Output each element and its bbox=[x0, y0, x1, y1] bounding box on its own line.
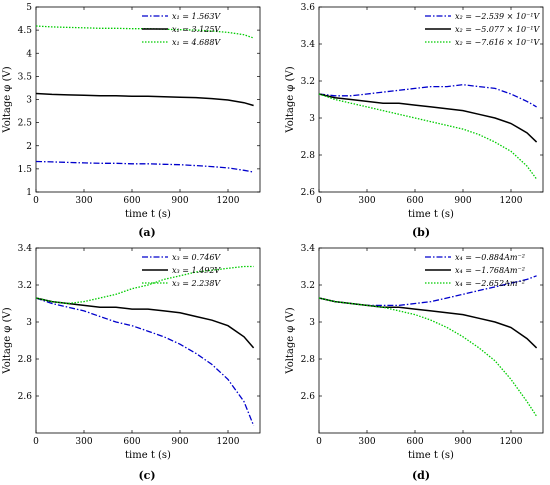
x-tick-label: 900 bbox=[454, 437, 471, 447]
legend-entry: x₁ = 3.125V bbox=[172, 25, 221, 34]
y-tick-label: 3.2 bbox=[301, 281, 315, 291]
legend-entry: x₂ = −5.077 × 10⁻¹V bbox=[455, 25, 541, 34]
series-line-2 bbox=[318, 297, 538, 349]
x-axis-label: time t (s) bbox=[125, 209, 171, 220]
y-tick-label: 1 bbox=[26, 188, 32, 198]
x-tick-label: 900 bbox=[454, 196, 471, 206]
y-axis-label: Voltage φ (V) bbox=[285, 66, 296, 133]
y-tick-label: 2.6 bbox=[301, 392, 316, 402]
x-tick-label: 600 bbox=[123, 196, 140, 206]
x-tick-label: 900 bbox=[171, 196, 188, 206]
x-tick-label: 300 bbox=[358, 196, 375, 206]
x-tick-label: 1200 bbox=[500, 437, 523, 447]
legend-entry: x₂ = −7.616 × 10⁻¹V bbox=[455, 38, 541, 47]
legend-entry: x₃ = 0.746V bbox=[172, 253, 221, 262]
y-tick-label: 3.4 bbox=[301, 40, 316, 50]
x-tick-label: 1200 bbox=[500, 196, 523, 206]
chart-panel-2: 0 300 600 900 1200 2.6 2.8 3 3.2 3.4 3.6 time t (s)… bbox=[285, 3, 544, 239]
x-tick-label: 300 bbox=[75, 196, 92, 206]
chart-panel-3: 0 300 600 900 1200 2.6 2.8 3 3.2 3.4 time t (s) Vol… bbox=[2, 244, 261, 482]
series-line-2 bbox=[35, 92, 254, 107]
x-tick-label: 900 bbox=[171, 437, 188, 447]
plot-frame bbox=[318, 6, 544, 193]
x-tick-label: 300 bbox=[358, 437, 375, 447]
panel-label: (b) bbox=[412, 226, 430, 239]
series-line-2 bbox=[318, 93, 538, 143]
legend-entry: x₁ = 4.688V bbox=[172, 38, 221, 47]
legend-entry: x₄ = −1.768Am⁻² bbox=[455, 266, 525, 275]
y-tick-label: 4.5 bbox=[18, 26, 33, 36]
y-tick-label: 4 bbox=[26, 49, 32, 59]
y-tick-label: 2 bbox=[26, 142, 32, 152]
panel-label: (a) bbox=[138, 226, 156, 239]
plot-frame bbox=[318, 247, 544, 434]
series-line-1 bbox=[35, 297, 255, 426]
series-line-3 bbox=[318, 297, 538, 417]
x-tick-label: 0 bbox=[316, 437, 322, 447]
panel-label: (d) bbox=[412, 469, 430, 482]
series-line-1 bbox=[35, 160, 254, 173]
series-line-3 bbox=[318, 93, 538, 180]
legend: x₄ = −0.884Am⁻² x₄ = −1.768Am⁻² x₄ = −2.65… bbox=[425, 253, 525, 288]
y-tick-label: 3 bbox=[309, 318, 315, 328]
x-tick-label: 0 bbox=[33, 196, 39, 206]
y-tick-label: 3.6 bbox=[301, 3, 316, 13]
x-axis-label: time t (s) bbox=[408, 450, 454, 461]
y-tick-label: 3.4 bbox=[301, 244, 316, 254]
chart-panel-1: 0 300 600 900 1200 1 1.5 2 2.5 3 3.5 4 4.5 5 time t (s… bbox=[2, 3, 261, 239]
y-tick-label: 2.8 bbox=[18, 355, 33, 365]
y-tick-label: 2.6 bbox=[18, 392, 33, 402]
x-tick-label: 600 bbox=[123, 437, 140, 447]
legend: x₃ = 0.746V x₃ = 1.492V x₃ = 2.238V bbox=[142, 253, 221, 288]
y-axis-label: Voltage φ (V) bbox=[285, 307, 296, 374]
x-tick-label: 600 bbox=[406, 196, 423, 206]
y-tick-label: 2.8 bbox=[301, 355, 316, 365]
y-tick-label: 2.6 bbox=[301, 188, 316, 198]
legend-entry: x₄ = −2.652Am⁻² bbox=[455, 279, 525, 288]
x-tick-label: 0 bbox=[33, 437, 39, 447]
y-tick-label: 3.5 bbox=[18, 72, 33, 82]
legend-entry: x₁ = 1.563V bbox=[172, 12, 221, 21]
x-tick-label: 300 bbox=[75, 437, 92, 447]
legend-entry: x₄ = −0.884Am⁻² bbox=[455, 253, 525, 262]
x-tick-label: 1200 bbox=[217, 437, 240, 447]
y-axis-label: Voltage φ (V) bbox=[2, 307, 13, 374]
y-tick-label: 3.2 bbox=[301, 77, 315, 87]
y-tick-label: 1.5 bbox=[18, 165, 33, 175]
series-line-2 bbox=[35, 297, 255, 349]
legend-entry: x₃ = 1.492V bbox=[172, 266, 221, 275]
x-tick-label: 600 bbox=[406, 437, 423, 447]
legend-entry: x₂ = −2.539 × 10⁻¹V bbox=[455, 12, 541, 21]
series-line-3 bbox=[35, 25, 254, 39]
y-tick-label: 2.5 bbox=[18, 119, 33, 129]
y-tick-label: 3.2 bbox=[18, 281, 32, 291]
series-line-1 bbox=[318, 84, 537, 108]
x-axis-label: time t (s) bbox=[125, 450, 171, 461]
x-tick-label: 0 bbox=[316, 196, 322, 206]
x-tick-label: 1200 bbox=[217, 196, 240, 206]
y-tick-label: 3.4 bbox=[18, 244, 33, 254]
y-axis-label: Voltage φ (V) bbox=[2, 66, 13, 133]
chart-panel-4: 0 300 600 900 1200 2.6 2.8 3 3.2 3.4 time t (s) Vol… bbox=[285, 244, 544, 482]
plot-frame bbox=[35, 247, 261, 434]
y-tick-label: 5 bbox=[26, 3, 32, 13]
y-tick-label: 3 bbox=[309, 114, 315, 124]
legend: x₂ = −2.539 × 10⁻¹V x₂ = −5.077 × 10⁻¹V x₂… bbox=[425, 12, 541, 47]
legend: x₁ = 1.563V x₁ = 3.125V x₁ = 4.688V bbox=[142, 12, 221, 47]
legend-entry: x₃ = 2.238V bbox=[172, 279, 221, 288]
y-tick-label: 2.8 bbox=[301, 151, 316, 161]
x-axis-label: time t (s) bbox=[408, 209, 454, 220]
y-tick-label: 3 bbox=[26, 318, 32, 328]
y-tick-label: 3 bbox=[26, 96, 32, 106]
panel-label: (c) bbox=[138, 469, 155, 482]
series-line-3 bbox=[35, 265, 254, 305]
